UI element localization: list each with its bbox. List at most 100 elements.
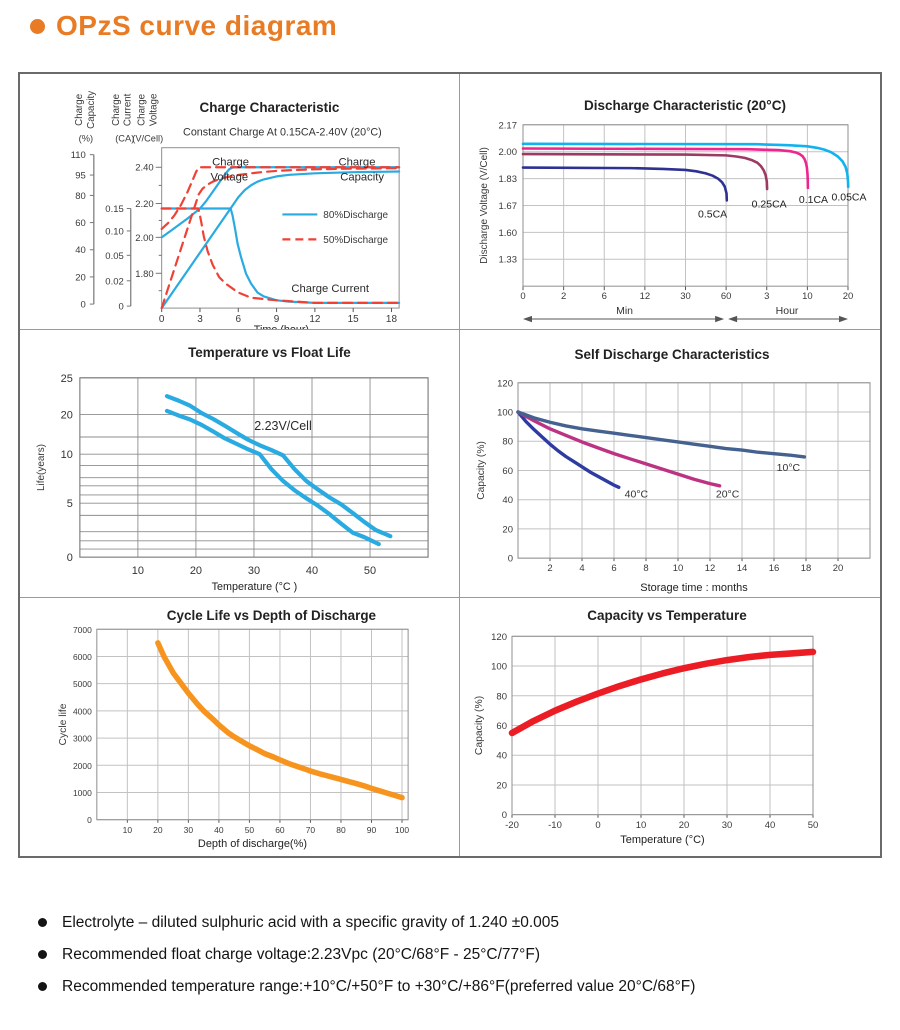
tick-label: 40 [496, 751, 507, 762]
series-voltage-80pct [160, 166, 401, 239]
tick-label: 10 [61, 449, 73, 461]
tick-label: 0.15 [105, 204, 123, 215]
legend-label: 80%Discharge [323, 210, 388, 221]
tick-label: 0 [67, 552, 73, 564]
tick-label: 2000 [73, 761, 92, 771]
arrowhead-icon [715, 315, 725, 323]
tick-label: 18 [386, 314, 398, 325]
unit-span-label: Min [616, 306, 633, 317]
tick-label: 12 [705, 563, 716, 574]
tick-label: 3 [197, 314, 203, 325]
tick-label: 4000 [73, 706, 92, 716]
tick-label: 20 [833, 563, 844, 574]
bullet-icon [38, 918, 47, 927]
tick-label: 2.00 [135, 233, 153, 244]
tick-label: 0.10 [105, 226, 123, 237]
tick-label: 15 [348, 314, 360, 325]
series-20C [516, 410, 722, 488]
tick-label: 80 [496, 691, 507, 702]
tick-label: 90 [367, 825, 377, 835]
discharge-characteristic-chart: Discharge Characteristic (20°C) 2.17 2.00 1… [479, 98, 867, 323]
axis-unit: (V/Cell) [132, 134, 163, 144]
tick-label: 0 [595, 820, 600, 831]
tick-label: 14 [737, 563, 748, 574]
note-temperature-range: Recommended temperature range:+10°C/+50°… [38, 978, 878, 996]
capacity-temp-chart: Capacity vs Temperature120100806040200-2… [474, 608, 819, 846]
tick-label: 60 [496, 721, 507, 732]
tick-label: 120 [491, 632, 507, 643]
tick-label: 1.60 [499, 228, 517, 239]
curve-label: 0.1CA [799, 195, 828, 206]
tick-label: 0 [118, 302, 123, 313]
tick-label: 120 [497, 378, 513, 389]
tick-label: 1.67 [499, 201, 517, 212]
tick-label: 1.83 [499, 174, 517, 185]
tick-label: 95 [75, 171, 86, 182]
tick-label: 80 [502, 437, 513, 448]
tick-label: 40 [75, 245, 86, 256]
charts-frame: Charge Characteristic Constant Charge At … [18, 72, 882, 858]
series-float-life-lower [164, 408, 381, 547]
arrowhead-icon [839, 315, 848, 323]
tick-label: 60 [721, 291, 732, 302]
tick-label: 110 [71, 150, 86, 161]
curve-label: 20°C [716, 489, 740, 500]
series-0.5CA [521, 166, 729, 202]
series-0.1CA [521, 147, 810, 190]
tick-label: 0 [159, 314, 165, 325]
series-0.05CA [521, 142, 850, 189]
arrowhead-icon [523, 315, 532, 323]
tick-label: 20 [153, 825, 163, 835]
series-voltage-50pct [160, 166, 401, 230]
tick-label: 50 [808, 820, 819, 831]
unit-span-label: Hour [776, 306, 799, 317]
tick-label: 60 [75, 218, 86, 229]
tick-label: 2.17 [499, 120, 517, 131]
tick-label: 1.33 [499, 255, 517, 266]
tick-label: 2.20 [135, 199, 153, 210]
tick-label: 50 [364, 565, 376, 577]
tick-label: 10 [132, 565, 144, 577]
curve-label: 0.5CA [698, 209, 727, 220]
x-axis-label: Temperature (°C) [620, 834, 704, 846]
tick-label: 5 [67, 498, 73, 510]
tick-label: 8 [643, 563, 648, 574]
bullet-icon [38, 950, 47, 959]
series-40C [516, 410, 621, 490]
tick-label: 40 [765, 820, 776, 831]
tick-label: 20 [843, 291, 854, 302]
panel-temperature-vs-float-life: Temperature vs Float Life 10 20 30 40 50 25 20 1… [20, 330, 460, 598]
axis-label: Charge [111, 94, 122, 126]
chart-title: Discharge Characteristic (20°C) [584, 98, 786, 113]
legend-label: 50%Discharge [323, 235, 388, 246]
tick-label: 20 [75, 272, 86, 283]
tick-label: 0 [81, 300, 86, 311]
tick-label: 6 [236, 314, 242, 325]
tick-label: 2.40 [135, 163, 153, 174]
annotation: Charge [339, 157, 376, 169]
axis-label: Charge [137, 94, 148, 126]
y-axis-label: Discharge Voltage (V/Cell) [479, 147, 490, 264]
tick-label: 10 [123, 825, 133, 835]
y-axis-label: Capacity (%) [474, 696, 485, 755]
tick-label: -20 [505, 820, 519, 831]
note-float-voltage: Recommended float charge voltage:2.23Vpc… [38, 946, 878, 964]
annotation: Voltage [211, 171, 249, 183]
annotation: Charge Current [291, 283, 369, 295]
series-capacity-vs-temp [508, 648, 817, 737]
tick-label: 20 [502, 524, 513, 535]
y-axis-label: Capacity (%) [476, 441, 487, 500]
annotation: 2.23V/Cell [254, 419, 312, 433]
panel-cycle-life: Cycle Life vs Depth of Discharge 7000 6000… [20, 598, 460, 856]
y-axis-label: Cycle life [58, 703, 69, 745]
axis-label: Charge [74, 94, 85, 126]
x-axis-label: Depth of discharge(%) [198, 838, 307, 850]
tick-label: 12 [640, 291, 651, 302]
tick-label: 20 [496, 780, 507, 791]
tick-label: 6 [611, 563, 616, 574]
tick-label: 3000 [73, 734, 92, 744]
tick-label: 9 [274, 314, 280, 325]
tick-label: 1.80 [135, 269, 153, 280]
tick-label: 2 [561, 291, 566, 302]
arrowhead-icon [728, 315, 738, 323]
